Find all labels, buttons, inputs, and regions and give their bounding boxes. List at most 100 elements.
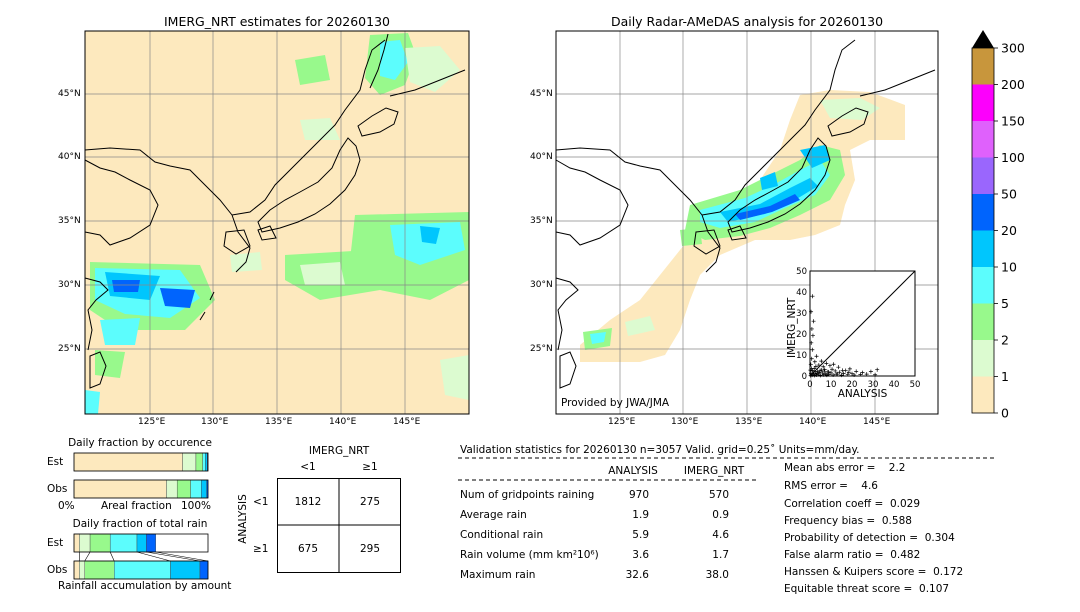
validation-row-analysis: 32.6 [625, 569, 649, 581]
scatter-point [831, 372, 836, 377]
fraction-bar-segment [114, 560, 171, 580]
scatter-x-tick: 40 [889, 380, 900, 390]
fraction-bar-segment [202, 452, 206, 472]
fraction-connector [155, 551, 209, 562]
fraction-bar-segment [73, 533, 80, 553]
contingency-col-ge1: ≥1 [362, 461, 378, 473]
left-lat-30: 30°N [58, 280, 81, 290]
score-mae: Mean abs error = 2.2 [784, 462, 906, 474]
fraction-bar-segment [201, 479, 207, 499]
validation-row-analysis: 1.9 [632, 509, 649, 521]
right-lat-45: 45°N [530, 89, 553, 99]
rain-fraction-row-est: Est [47, 537, 64, 549]
right-map-rain-areas [580, 90, 905, 362]
fraction-bar-segment [146, 533, 156, 553]
colorbar-extend-arrow [972, 30, 994, 48]
scatter-y-tick: 30 [796, 309, 807, 319]
validation-row-label: Num of gridpoints raining [460, 489, 595, 501]
scatter-x-tick: 20 [847, 380, 858, 390]
fraction-bar-segment [199, 560, 209, 580]
scatter-point [814, 371, 819, 376]
colorbar-ticks: 0 1 2 5 10 20 50 100 150 200 300 [994, 41, 1025, 421]
right-lat-40: 40°N [530, 152, 553, 162]
scatter-y-tick: 0 [802, 372, 807, 382]
fraction-bar-frame [73, 479, 209, 499]
scatter-point [829, 370, 833, 375]
scatter-point [830, 367, 835, 372]
score-frequency-bias: Frequency bias = 0.588 [784, 515, 912, 527]
left-lon-140: 140°E [329, 417, 357, 427]
scatter-point [834, 372, 839, 377]
colorbar-tick-label: 5 [1001, 296, 1009, 311]
scatter-point [841, 371, 846, 376]
right-lat-30: 30°N [530, 280, 553, 290]
left-lon-125: 125°E [138, 417, 166, 427]
scatter-point [814, 354, 819, 359]
scatter-point [809, 356, 814, 361]
scatter-point [873, 372, 878, 377]
fraction-bar-frame [73, 452, 209, 472]
scatter-x-tick: 10 [826, 380, 837, 390]
scatter-point [817, 370, 822, 375]
fraction-bar-segment [109, 533, 138, 553]
scatter-point [846, 370, 851, 375]
scatter-point [813, 364, 818, 369]
colorbar-segment [972, 157, 994, 194]
scatter-point [847, 366, 852, 371]
scatter-ticks: 00 10 10 20 20 30 30 40 40 50 50 [796, 267, 920, 390]
validation-row-analysis: 3.6 [632, 549, 649, 561]
fraction-connector [136, 551, 171, 562]
fraction-connector [109, 551, 115, 562]
contingency-cell-false-alarm: 275 [359, 496, 381, 508]
colorbar-tick-label: 20 [1001, 223, 1017, 238]
scatter-ylabel: IMERG_NRT [786, 297, 798, 358]
scatter-point [831, 362, 836, 367]
colorbar-segments [972, 48, 994, 413]
contingency-row-title: ANALYSIS [237, 494, 249, 544]
occurrence-chart [73, 452, 209, 499]
score-rmse: RMS error = 4.6 [784, 480, 878, 492]
fraction-bar-segment [170, 560, 201, 580]
colorbar-segment [972, 376, 994, 413]
score-correlation: Correlation coeff = 0.029 [784, 498, 920, 510]
right-lon-145: 145°E [863, 417, 891, 427]
fraction-bar-segment [79, 560, 85, 580]
scatter-point [852, 372, 857, 377]
scatter-points [808, 294, 880, 378]
scatter-point [858, 372, 863, 377]
colorbar-segment [972, 267, 994, 304]
validation-row-imerg: 1.7 [712, 549, 729, 561]
right-map-title: Daily Radar-AMeDAS analysis for 20260130 [610, 14, 884, 29]
fraction-bar-segment [84, 560, 115, 580]
scatter-point [812, 359, 817, 364]
contingency-cell-miss: 675 [297, 543, 319, 555]
validation-row-imerg: 0.9 [712, 509, 729, 521]
scatter-y-tick: 10 [796, 351, 807, 361]
scatter-point [810, 347, 815, 352]
scatter-point [818, 368, 823, 373]
scatter-point [864, 372, 869, 377]
fraction-connector [146, 551, 201, 562]
score-pod: Probability of detection = 0.304 [784, 532, 955, 544]
scatter-point [821, 364, 826, 369]
colorbar-tick-label: 10 [1001, 260, 1017, 275]
validation-header: Validation statistics for 20260130 n=305… [460, 444, 860, 456]
occurrence-row-obs: Obs [47, 483, 68, 495]
scatter-point [854, 369, 859, 374]
score-far: False alarm ratio = 0.482 [784, 549, 921, 561]
fraction-bar-segment [182, 452, 197, 472]
colorbar-tick-label: 2 [1001, 333, 1009, 348]
score-ets: Equitable threat score = 0.107 [784, 583, 950, 595]
rain-fraction-footer: Rainfall accumulation by amount [58, 580, 232, 592]
rain-fraction-row-obs: Obs [47, 564, 68, 576]
colorbar-segment [972, 340, 994, 377]
scatter-point [812, 373, 817, 378]
colorbar-tick-label: 0 [1001, 406, 1009, 421]
rain-fraction-chart [73, 533, 209, 580]
validation-row-label: Maximum rain [460, 569, 536, 581]
scatter-point [824, 361, 829, 366]
contingency-grid [277, 478, 401, 573]
colorbar-tick-label: 150 [1001, 114, 1025, 129]
left-lat-35: 35°N [58, 216, 81, 226]
scatter-point [809, 309, 814, 314]
